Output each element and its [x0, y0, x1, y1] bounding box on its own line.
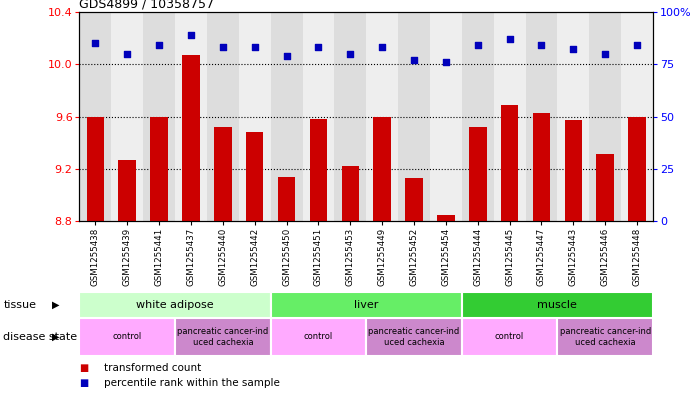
Bar [501, 105, 518, 221]
Bar [493, 12, 526, 221]
Text: GDS4899 / 10358757: GDS4899 / 10358757 [79, 0, 214, 11]
Point [281, 53, 292, 59]
Bar [462, 292, 653, 318]
Bar [533, 113, 550, 221]
Bar [589, 12, 621, 221]
Bar [469, 127, 486, 221]
Bar [79, 318, 175, 356]
Bar [437, 215, 455, 221]
Text: ■: ■ [79, 378, 88, 387]
Bar [596, 154, 614, 221]
Bar [462, 318, 558, 356]
Bar [271, 318, 366, 356]
Text: white adipose: white adipose [136, 300, 214, 310]
Bar [79, 292, 271, 318]
Text: transformed count: transformed count [104, 363, 201, 373]
Bar [310, 119, 328, 221]
Text: pancreatic cancer-ind
uced cachexia: pancreatic cancer-ind uced cachexia [177, 327, 269, 347]
Bar [526, 12, 558, 221]
Point [568, 46, 579, 53]
Bar [462, 12, 493, 221]
Bar [207, 12, 239, 221]
Text: control: control [304, 332, 333, 342]
Point [313, 44, 324, 51]
Text: liver: liver [354, 300, 379, 310]
Bar [558, 12, 589, 221]
Bar [111, 12, 143, 221]
Bar [366, 12, 398, 221]
Point [504, 36, 515, 42]
Text: control: control [113, 332, 142, 342]
Bar [334, 12, 366, 221]
Bar [175, 12, 207, 221]
Point [600, 51, 611, 57]
Text: ▶: ▶ [52, 300, 59, 310]
Point [249, 44, 261, 51]
Bar [405, 178, 423, 221]
Bar [558, 318, 653, 356]
Bar [239, 12, 271, 221]
Bar [373, 117, 391, 221]
Bar [271, 12, 303, 221]
Text: control: control [495, 332, 524, 342]
Bar [151, 117, 168, 221]
Bar [398, 12, 430, 221]
Bar [86, 117, 104, 221]
Point [90, 40, 101, 46]
Point [472, 42, 483, 48]
Bar [278, 177, 295, 221]
Text: ▶: ▶ [52, 332, 59, 342]
Bar [366, 318, 462, 356]
Bar [79, 12, 111, 221]
Bar [303, 12, 334, 221]
Bar [143, 12, 175, 221]
Bar [182, 55, 200, 221]
Bar [565, 120, 582, 221]
Text: percentile rank within the sample: percentile rank within the sample [104, 378, 280, 387]
Bar [118, 160, 136, 221]
Point [185, 32, 196, 38]
Bar [621, 12, 653, 221]
Text: pancreatic cancer-ind
uced cachexia: pancreatic cancer-ind uced cachexia [560, 327, 651, 347]
Bar [430, 12, 462, 221]
Text: disease state: disease state [3, 332, 77, 342]
Point [217, 44, 228, 51]
Point [345, 51, 356, 57]
Bar [628, 117, 646, 221]
Bar [214, 127, 231, 221]
Text: ■: ■ [79, 363, 88, 373]
Point [440, 59, 451, 65]
Point [632, 42, 643, 48]
Bar [175, 318, 271, 356]
Bar [246, 132, 263, 221]
Point [408, 57, 419, 63]
Point [536, 42, 547, 48]
Bar [271, 292, 462, 318]
Text: pancreatic cancer-ind
uced cachexia: pancreatic cancer-ind uced cachexia [368, 327, 460, 347]
Bar [341, 166, 359, 221]
Point [377, 44, 388, 51]
Point [153, 42, 164, 48]
Text: muscle: muscle [538, 300, 578, 310]
Point [122, 51, 133, 57]
Text: tissue: tissue [3, 300, 37, 310]
